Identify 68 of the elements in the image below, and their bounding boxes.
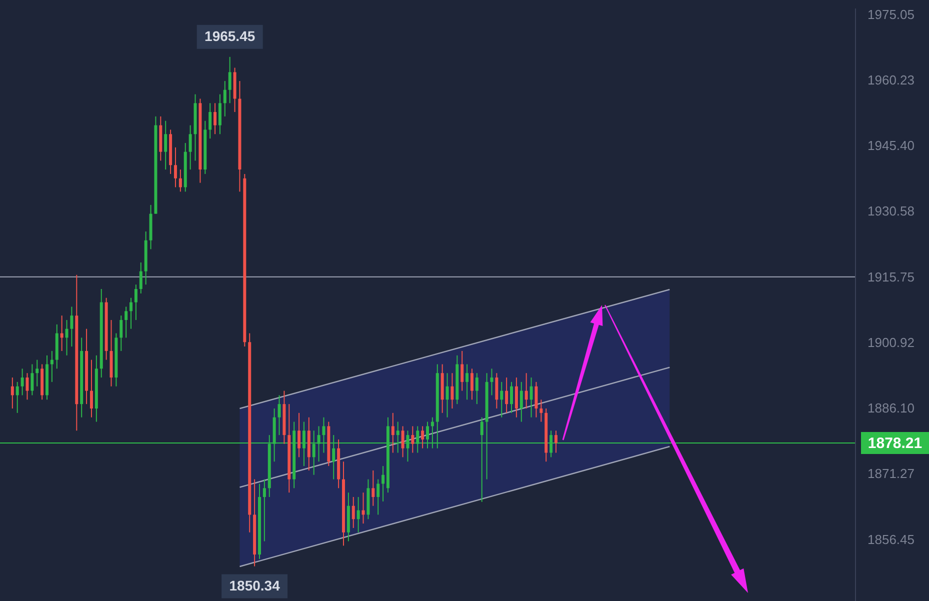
candlestick	[298, 412, 301, 458]
candlestick	[223, 80, 226, 117]
ref-line-label: 1878.21	[868, 434, 922, 452]
candlestick	[130, 297, 133, 330]
candlestick	[520, 381, 523, 422]
candlestick	[500, 381, 504, 418]
candlestick	[188, 124, 192, 170]
candlestick	[208, 102, 212, 140]
candlestick	[214, 102, 217, 135]
candlestick	[372, 470, 375, 506]
candlestick	[178, 169, 182, 192]
candlestick	[382, 466, 385, 502]
y-tick-label: 1945.40	[868, 138, 914, 154]
y-tick-label: 1930.58	[868, 204, 914, 219]
candlestick	[20, 368, 24, 396]
candlestick	[120, 315, 123, 352]
candlestick	[218, 94, 222, 135]
candlestick	[278, 394, 281, 436]
candlestick	[356, 496, 360, 533]
candlestick	[228, 56, 232, 104]
y-tick-label: 1915.75	[868, 269, 914, 284]
candlestick	[10, 377, 14, 409]
candlestick	[534, 381, 538, 418]
candlestick	[446, 372, 449, 418]
candlestick	[262, 478, 266, 542]
candlestick	[490, 368, 494, 396]
candlestick	[391, 412, 394, 454]
candlestick	[401, 426, 404, 458]
y-tick-label: 1900.92	[868, 334, 914, 350]
annotation: 1965.45	[204, 28, 256, 44]
candlestick	[60, 315, 64, 352]
y-tick-label: 1960.23	[868, 72, 914, 88]
y-tick-label: 1975.05	[868, 6, 914, 22]
y-tick-label: 1871.27	[868, 466, 914, 482]
candlestick	[524, 372, 528, 409]
candlestick	[362, 492, 365, 524]
candlestick	[124, 306, 128, 338]
candlestick	[30, 364, 34, 396]
candlestick	[174, 146, 177, 188]
candlestick	[134, 284, 138, 320]
candlestick	[460, 350, 464, 392]
y-tick-label: 1886.10	[868, 400, 914, 416]
candlestick	[16, 381, 19, 414]
candlestick	[505, 377, 508, 414]
candlestick	[36, 359, 39, 387]
candlestick	[411, 426, 414, 454]
y-tick-label: 1856.45	[868, 532, 914, 547]
candlestick	[540, 399, 543, 422]
annotation: 1850.34	[229, 577, 280, 594]
candlestick	[65, 319, 68, 356]
candlestick	[495, 372, 498, 409]
candlestick	[514, 377, 518, 418]
candlestick	[164, 120, 168, 170]
candlestick	[139, 262, 142, 294]
candlestick	[421, 426, 424, 449]
candlestick	[450, 372, 454, 409]
candlestick	[352, 496, 355, 528]
candlestick	[90, 359, 93, 418]
candlestick	[376, 478, 380, 516]
candlestick	[530, 377, 533, 418]
candlestick	[510, 381, 514, 414]
candlestick	[475, 372, 478, 405]
candlestick	[554, 430, 558, 454]
candlestick	[470, 368, 474, 400]
candlestick	[466, 364, 469, 400]
candlestick	[70, 306, 74, 348]
candlestick	[26, 372, 29, 400]
candlestick	[50, 350, 54, 382]
